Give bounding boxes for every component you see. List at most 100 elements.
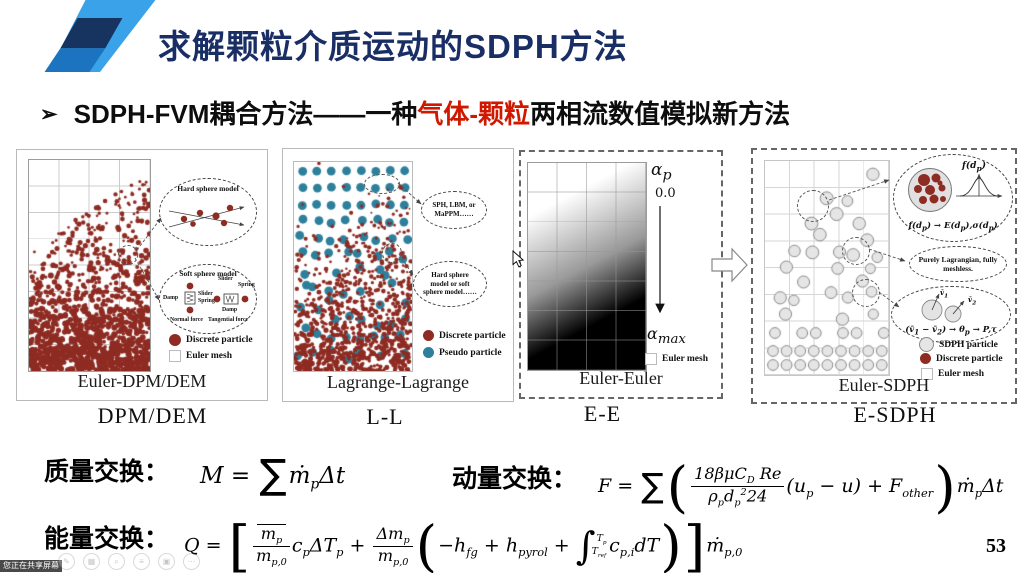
- particle-field-box: [293, 161, 413, 372]
- method-label-ee: E-E: [583, 401, 622, 426]
- logo-shape-blue: [44, 48, 106, 72]
- bubble-text: SPH, LBM, or MaPPM……: [432, 201, 476, 218]
- legend-label: SDPH particle: [939, 339, 998, 350]
- euler-mesh-grid: [28, 159, 151, 372]
- legend-euler-mesh: Euler mesh: [645, 353, 708, 365]
- size-distribution-bubble: f(dp) f(dp) → E(dp),σ(dp): [893, 154, 1013, 242]
- legend-label: Pseudo particle: [439, 347, 502, 358]
- normal-force-label: Normal force: [170, 317, 203, 323]
- spring-label-2: Spring: [238, 282, 255, 288]
- momentum-exchange-formula: F = ∑(18βμCD Re ρpdp224 (up − u) + Fother)…: [598, 455, 1004, 520]
- bubble-text: Hard sphere model or soft sphere model……: [423, 270, 477, 297]
- more-icon[interactable]: ⋯: [183, 553, 200, 570]
- legend-euler-mesh: Euler mesh: [921, 368, 984, 380]
- sdph-particle-field: [765, 161, 889, 375]
- legend-label: Discrete particle: [186, 335, 253, 345]
- inner-discrete-particles: [914, 173, 946, 204]
- mass-exchange-label: 质量交换：: [44, 458, 170, 486]
- slide-logo: [34, 0, 166, 72]
- bell-curve-icon: [956, 173, 1003, 198]
- alpha-p-label: αp: [651, 160, 672, 184]
- colliding-particles-diagram: [921, 293, 965, 323]
- soft-sphere-title: Soft sphere model: [179, 269, 237, 278]
- panel-euler-sdph: f(dp) f(dp) → E(dp),σ(dp) Purely Lagrang…: [751, 148, 1017, 404]
- sdph-macro-particle: [908, 168, 952, 212]
- slider-label-2: Slider: [218, 276, 233, 282]
- menu-icon[interactable]: ≡: [133, 553, 150, 570]
- panel-euler-euler: αp 0.0 αmax Euler mesh Euler-Euler: [519, 150, 723, 399]
- pseudo-particle-swatch: [423, 347, 434, 358]
- method-label-esdph: E-SDPH: [853, 402, 937, 427]
- method-label-ll: L-L: [366, 404, 404, 429]
- legend-euler-mesh: Euler mesh: [169, 350, 232, 362]
- legend-label: Euler mesh: [938, 369, 985, 379]
- legend-pseudo-particle: Pseudo particle: [423, 347, 502, 358]
- legend-discrete-particle: Discrete particle: [169, 334, 253, 346]
- euler-mesh-swatch: [921, 368, 933, 380]
- flow-arrow-icon: [711, 247, 748, 283]
- page-number: 53: [986, 535, 1006, 557]
- panel-caption: Lagrange-Lagrange: [327, 372, 469, 392]
- slider-label: Slider: [198, 291, 213, 297]
- velocity-bubble: v̄1 v̄2 (v̄1 − v̄2) → θp → P,τ: [891, 286, 1011, 343]
- fd-label: f(dp): [962, 161, 986, 173]
- spring-label: Spring: [198, 298, 215, 304]
- v2-label: v̄2: [968, 295, 977, 307]
- legend-label: Discrete particle: [439, 330, 506, 341]
- legend-discrete-particle: Discrete particle: [920, 353, 1003, 364]
- legend-discrete-particle: Discrete particle: [423, 330, 506, 341]
- camera-icon[interactable]: ▣: [158, 553, 175, 570]
- subtitle-highlight: 气体-颗粒: [417, 99, 531, 129]
- panel-euler-dpm-dem: Hard sphere model Soft sphere model: [16, 149, 268, 401]
- euler-mesh-swatch: [169, 350, 181, 362]
- panel-caption: Euler-SDPH: [838, 375, 930, 395]
- subtitle-pre: SDPH-FVM耦合方法——一种: [73, 99, 418, 129]
- zoom-region-circle: [382, 243, 402, 263]
- v1-label: v̄1: [940, 288, 949, 300]
- distribution-formula: f(dp) → E(dp),σ(dp): [908, 221, 998, 233]
- sdph-particle-swatch: [919, 337, 934, 352]
- zoom-region-circle: [118, 245, 138, 265]
- discrete-particle-swatch: [920, 353, 931, 364]
- alpha-zero-value: 0.0: [655, 186, 676, 201]
- sph-lbm-bubble: SPH, LBM, or MaPPM……: [421, 191, 487, 229]
- mouse-cursor-icon: [512, 250, 525, 268]
- hard-sphere-diagram: [168, 204, 245, 228]
- soft-sphere-bubble: Soft sphere model Damp Slider Spring Nor…: [159, 264, 257, 334]
- velocity-formula: (v̄1 − v̄2) → θp → P,τ: [905, 325, 997, 337]
- hard-sphere-title: Hard sphere model: [177, 184, 239, 193]
- momentum-exchange-label: 动量交换：: [452, 465, 578, 493]
- euler-mesh-grid: [764, 160, 890, 376]
- bubble-text: Purely Lagrangian, fully meshless.: [918, 254, 998, 273]
- alpha-max-label: αmax: [647, 324, 686, 348]
- hard-sphere-bubble: Hard sphere model: [159, 178, 257, 246]
- annotate-icon[interactable]: ✎: [58, 553, 75, 570]
- subtitle: ➢ SDPH-FVM耦合方法——一种气体-颗粒两相流数值模拟新方法: [40, 94, 790, 131]
- euler-mesh-swatch: [645, 353, 657, 365]
- screen-share-badge: 您正在共享屏幕: [0, 560, 62, 572]
- damp-label-2: Damp: [222, 307, 238, 313]
- panel-caption: Euler-DPM/DEM: [77, 371, 207, 391]
- discrete-particle-swatch: [423, 330, 434, 341]
- volume-fraction-gradient: [527, 162, 647, 371]
- page-title: 求解颗粒介质运动的SDPH方法: [158, 28, 628, 65]
- energy-exchange-label: 能量交换：: [44, 525, 170, 553]
- bullet-arrow-icon: ➢: [40, 103, 58, 126]
- alpha-axis-arrow: [655, 206, 665, 314]
- apps-icon[interactable]: ▦: [83, 553, 100, 570]
- mass-exchange-formula: M = ∑ṁpΔt: [200, 452, 346, 498]
- sphere-model-bubble: Hard sphere model or soft sphere model……: [413, 261, 487, 307]
- zoom-region-circle: [797, 190, 829, 222]
- zoom-icon[interactable]: ⌕: [108, 553, 125, 570]
- zoom-region-circle: [852, 279, 880, 307]
- lagrangian-bubble: Purely Lagrangian, fully meshless.: [909, 246, 1007, 282]
- discrete-particle-field: [29, 160, 150, 371]
- legend-label: Euler mesh: [662, 354, 709, 364]
- zoom-region-ellipse: [364, 174, 400, 194]
- two-phase-particle-field: [294, 162, 412, 371]
- share-toolbar: ✎ ▦ ⌕ ≡ ▣ ⋯: [58, 553, 200, 570]
- soft-sphere-diagram: [184, 282, 249, 314]
- zoom-region-circle: [842, 237, 870, 265]
- panel-caption: Euler-Euler: [579, 368, 663, 388]
